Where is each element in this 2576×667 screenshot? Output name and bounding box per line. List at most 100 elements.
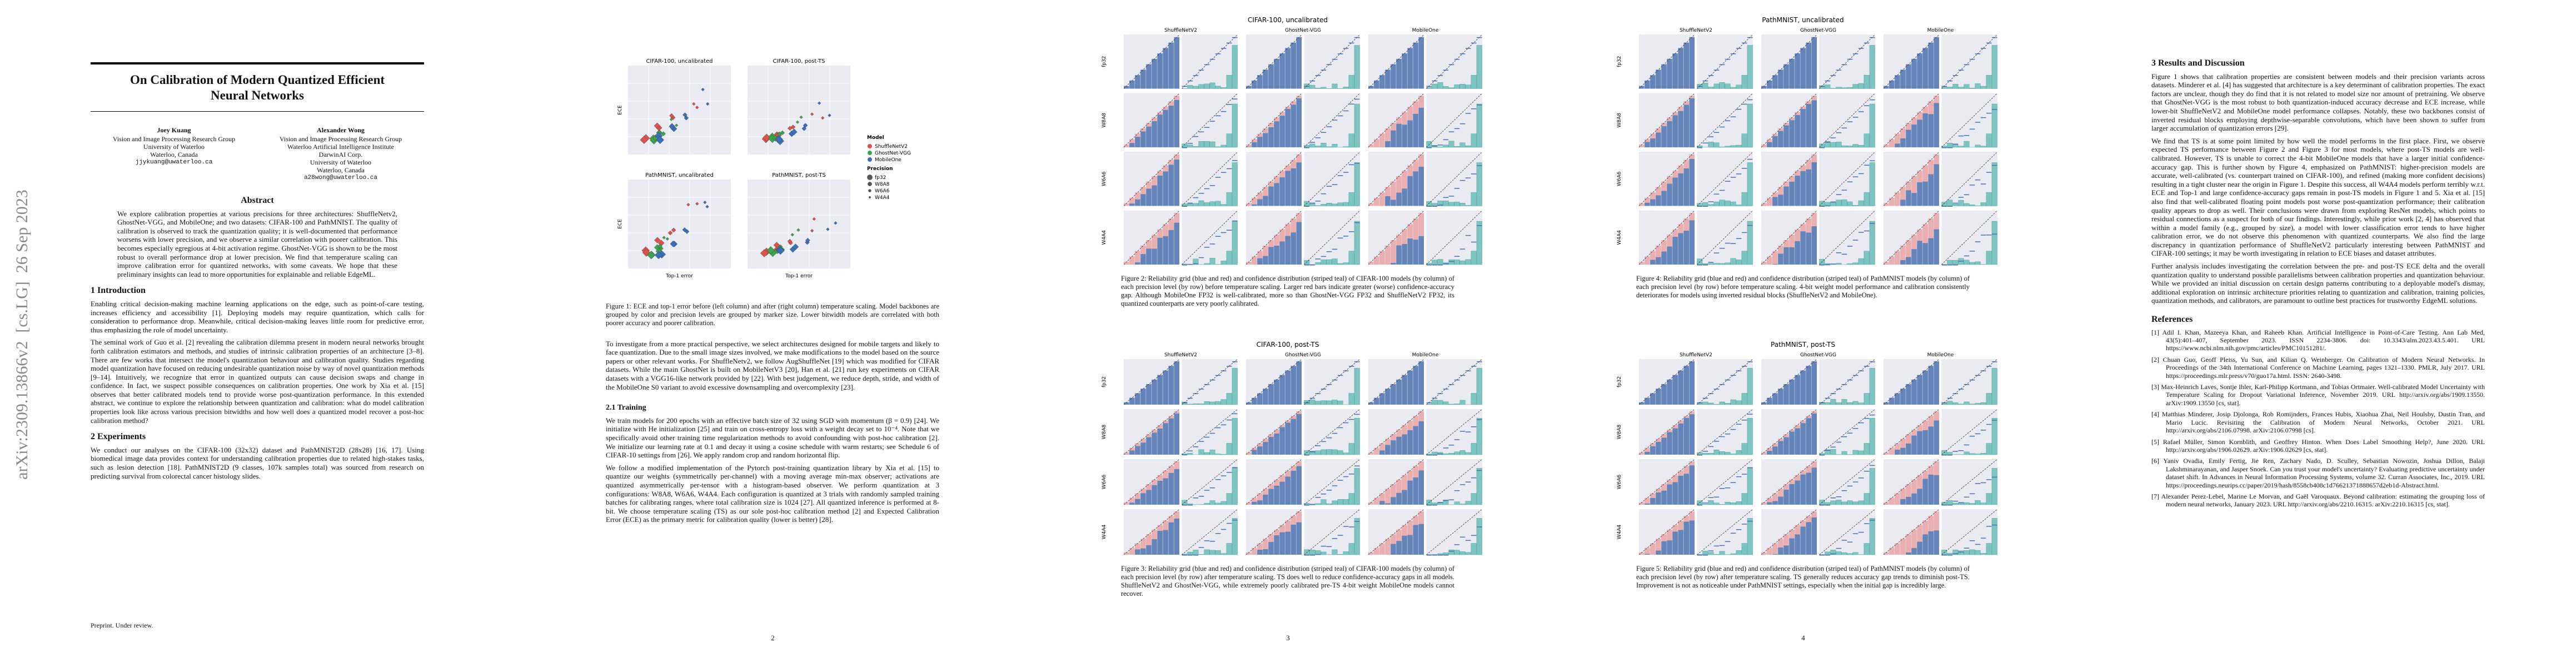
accuracy-bar [1672,428,1678,455]
gap-bar [1163,420,1168,424]
author-line: Vision and Image Processing Research Gro… [112,135,236,143]
accuracy-bar [1697,455,1703,456]
confidence-bar [1309,143,1316,148]
scatter-marker [647,251,655,260]
confidence-bar [1702,263,1708,265]
confidence-bar [1713,554,1720,555]
confidence-bar [1964,203,1970,206]
confidence-bar [1975,550,1981,555]
accuracy-bar [1426,555,1432,556]
gap-bar [1806,218,1811,233]
accuracy-bar [1204,188,1210,190]
confidence-bar [1215,454,1221,455]
accuracy-bar [1232,160,1238,161]
gap-bar [1268,484,1274,489]
accuracy-bar [1321,69,1327,71]
confidence-bar [1337,400,1343,405]
accuracy-bar [1708,446,1714,447]
gap-bar [1402,525,1407,536]
accuracy-bar [1800,423,1806,455]
gap-bar [1385,539,1391,555]
confidence-bar [1947,552,1953,555]
confidence-bar [1226,543,1232,555]
confidence-bar [1947,401,1953,405]
confidence-bar [1332,258,1338,265]
accuracy-bar [1391,497,1396,505]
gap-bar [1639,145,1645,147]
accuracy-bar [1645,503,1650,505]
accuracy-bar [1767,80,1772,89]
confidence-bar [1337,499,1343,505]
accuracy-bar [1847,121,1853,122]
confidence-bar [1697,452,1703,455]
scatter-marker [682,112,687,117]
accuracy-bar [1650,199,1656,206]
accuracy-bar [1326,126,1332,127]
confidence-bar [1975,261,1981,265]
accuracy-bar [1725,433,1731,435]
accuracy-bar [1847,246,1853,247]
accuracy-bar [1232,413,1238,415]
column-label: GhostNet-VGG [1800,28,1836,33]
gap-bar [1650,543,1656,555]
gap-bar [1906,534,1911,552]
accuracy-bar [1747,225,1753,226]
accuracy-bar [1986,366,1992,367]
accuracy-bar [1163,109,1168,147]
accuracy-bar [1725,379,1731,381]
accuracy-bar [1958,389,1964,390]
scatter-marker [686,203,690,207]
accuracy-bar [1465,235,1471,236]
gap-bar [1928,218,1934,238]
confidence-bar [1864,393,1870,405]
gap-bar [1379,443,1385,451]
accuracy-bar [1326,546,1332,547]
accuracy-bar [1922,534,1928,555]
scatter-marker [810,229,814,233]
accuracy-bar [1285,171,1291,206]
accuracy-bar [1683,474,1689,505]
diagonal [1819,210,1876,265]
diagonal [1819,359,1876,405]
accuracy-bar [1187,397,1193,399]
accuracy-bar [1279,375,1285,405]
accuracy-bar [1315,75,1321,76]
accuracy-bar [1471,535,1477,536]
gap-bar [1135,493,1140,499]
diagonal [1182,93,1238,148]
accuracy-bar [1991,420,1997,421]
accuracy-bar [1263,256,1268,265]
confidence-bar [1321,203,1327,206]
confidence-bar [1232,518,1238,555]
diagonal [1426,459,1482,505]
confidence-bar [1220,454,1227,455]
confidence-bar [1443,453,1449,455]
accuracy-bar [1448,131,1454,132]
confidence-bar [1964,502,1970,505]
accuracy-bar [1852,428,1858,429]
accuracy-bar [1252,397,1257,405]
accuracy-bar [1806,366,1811,405]
gap-bar [1884,262,1889,265]
accuracy-bar [1852,240,1858,241]
confidence-bar [1187,85,1193,89]
accuracy-bar [1969,128,1975,130]
paragraph: Further analysis includes investigating … [2151,262,2485,305]
gap-bar [1257,493,1263,501]
gap-bar [1418,511,1424,524]
gap-bar [1800,223,1806,232]
confidence-bar [1986,543,1992,555]
diagonal [1819,409,1876,455]
gap-bar [1296,154,1302,163]
accuracy-bar [1819,555,1825,556]
x-axis-label: Top-1 error [785,273,813,279]
gap-bar [1900,187,1906,200]
confidence-bar [1830,500,1836,505]
accuracy-bar [1465,113,1471,114]
page: CIFAR-100, uncalibrated ShuffleNetV2 Ghost… [1030,0,1546,667]
y-axis-label: ECE [617,219,623,229]
accuracy-bar [1129,450,1135,455]
confidence-bar [1719,551,1725,555]
gap-bar [1795,112,1800,115]
